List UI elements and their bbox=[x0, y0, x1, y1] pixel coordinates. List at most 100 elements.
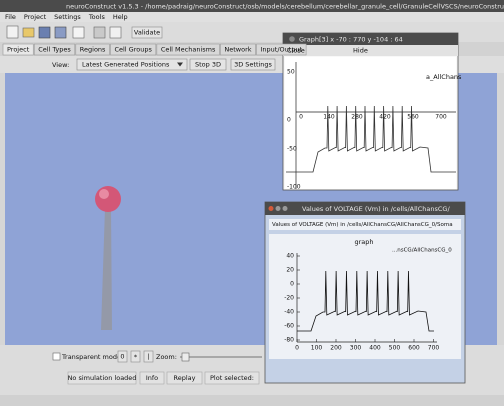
x-tick-label: 560 bbox=[407, 114, 419, 121]
bottom-button[interactable] bbox=[67, 371, 137, 385]
values-graph-title: graph bbox=[354, 238, 373, 246]
bar-label: | bbox=[147, 353, 149, 361]
tab-label: Network bbox=[224, 46, 251, 54]
x-tick-label: 420 bbox=[379, 114, 391, 121]
win-close[interactable] bbox=[268, 206, 274, 211]
menu-item[interactable]: Help bbox=[113, 13, 128, 21]
view-dropdown[interactable] bbox=[76, 58, 188, 71]
bottom-button-label: Info bbox=[146, 374, 158, 382]
spinner[interactable] bbox=[117, 350, 128, 363]
values-title: Values of VOLTAGE (Vm) in /cells/AllChan… bbox=[302, 205, 450, 213]
voltage-trace bbox=[297, 270, 434, 332]
x-tick-label: 100 bbox=[311, 345, 323, 352]
stop-3d-button[interactable] bbox=[189, 58, 227, 71]
x-tick-label: 700 bbox=[435, 114, 447, 121]
y-tick-label: 40 bbox=[286, 253, 294, 260]
x-tick-label: 0 bbox=[299, 114, 303, 121]
zoom-label: Zoom: bbox=[156, 353, 177, 361]
tab[interactable] bbox=[110, 43, 157, 56]
graph-title-bar bbox=[283, 33, 458, 45]
menu-item[interactable]: File bbox=[5, 13, 16, 21]
validate-label: Validate bbox=[134, 29, 160, 37]
bottom-button[interactable] bbox=[139, 371, 165, 385]
menu-item[interactable]: Project bbox=[24, 13, 47, 21]
bottom-button-label: No simulation loaded bbox=[68, 374, 137, 382]
tab-label: Cell Types bbox=[38, 46, 71, 54]
3d-settings-label: 3D Settings bbox=[234, 61, 272, 69]
star-label: * bbox=[134, 353, 138, 361]
y-tick-label: -60 bbox=[284, 323, 294, 330]
bottom-button[interactable] bbox=[204, 371, 260, 385]
y-tick-label: -20 bbox=[284, 295, 294, 302]
title-bar bbox=[0, 0, 504, 12]
toolbar-icons[interactable] bbox=[6, 25, 122, 39]
status-bar bbox=[0, 395, 504, 406]
graph-menu bbox=[283, 45, 458, 56]
tab-label: Cell Mechanisms bbox=[161, 46, 216, 54]
zoom-thumb[interactable] bbox=[181, 352, 190, 362]
bottom-button-label: Replay bbox=[174, 374, 196, 382]
tab[interactable] bbox=[2, 43, 34, 56]
star-button[interactable] bbox=[130, 350, 141, 363]
x-tick-label: 300 bbox=[350, 345, 362, 352]
stop-3d-label: Stop 3D bbox=[195, 61, 221, 69]
soma bbox=[95, 186, 121, 212]
graph-title: Graph[3] x -70 : 770 y -104 : 64 bbox=[299, 36, 403, 44]
tab[interactable] bbox=[33, 43, 76, 56]
x-tick-label: 400 bbox=[369, 345, 381, 352]
y-tick-label: -40 bbox=[284, 309, 294, 316]
bottom-button-label: Plot selected: bbox=[210, 374, 254, 382]
soma-highlight bbox=[99, 189, 109, 199]
validate-button[interactable] bbox=[131, 26, 163, 39]
spinner-value: 0 bbox=[120, 353, 124, 361]
graph-menu-item[interactable]: Hide bbox=[353, 47, 368, 55]
values-graph-panel bbox=[269, 234, 461, 359]
y-tick-label: -80 bbox=[284, 337, 294, 344]
dropdown-arrow bbox=[177, 62, 183, 67]
transparent-checkbox[interactable] bbox=[52, 352, 61, 361]
bar-button[interactable] bbox=[143, 350, 154, 363]
tab-label: Cell Groups bbox=[114, 46, 152, 54]
3d-settings-button[interactable] bbox=[230, 58, 276, 71]
window-title: neuroConstruct v1.5.3 - /home/padraig/ne… bbox=[66, 3, 504, 11]
voltage-trace bbox=[286, 105, 456, 173]
win-max[interactable] bbox=[282, 206, 288, 211]
tab[interactable] bbox=[75, 43, 110, 56]
tab-label: Input/Output bbox=[261, 46, 303, 54]
x-tick-label: 700 bbox=[428, 345, 440, 352]
values-title-bar bbox=[265, 202, 465, 215]
y-tick-label: -100 bbox=[287, 184, 301, 191]
values-legend: ...nsCG/AllChansCG_0 bbox=[392, 248, 452, 254]
tab-label: Regions bbox=[80, 46, 106, 54]
view-dropdown-text: Latest Generated Positions bbox=[82, 61, 170, 69]
x-tick-label: 200 bbox=[330, 345, 342, 352]
values-subtitle-panel bbox=[269, 219, 461, 230]
y-tick-label: 0 bbox=[287, 117, 291, 124]
x-tick-label: 0 bbox=[295, 345, 299, 352]
x-tick-label: 140 bbox=[323, 114, 335, 121]
win-min[interactable] bbox=[275, 206, 281, 211]
y-tick-label: -50 bbox=[287, 146, 297, 153]
menu-bar bbox=[0, 12, 504, 22]
y-tick-label: 0 bbox=[290, 281, 294, 288]
y-tick-label: 50 bbox=[287, 69, 295, 76]
menu-item[interactable]: Tools bbox=[88, 13, 106, 21]
close-dot[interactable] bbox=[289, 36, 295, 42]
menu-item[interactable]: Settings bbox=[54, 13, 81, 21]
graph-plot bbox=[285, 57, 456, 189]
transparent-label: Transparent mode bbox=[61, 353, 121, 361]
tab[interactable] bbox=[220, 43, 256, 56]
graph-menu-item[interactable]: Close bbox=[287, 47, 305, 55]
x-tick-label: 500 bbox=[389, 345, 401, 352]
bottom-button[interactable] bbox=[166, 371, 203, 385]
x-tick-label: 600 bbox=[408, 345, 420, 352]
x-tick-label: 280 bbox=[351, 114, 363, 121]
tab[interactable] bbox=[256, 43, 307, 56]
y-tick-label: 20 bbox=[286, 267, 294, 274]
tab-label: Project bbox=[7, 46, 30, 54]
view-label: View: bbox=[52, 61, 69, 69]
dendrite bbox=[101, 208, 112, 330]
tab[interactable] bbox=[156, 43, 220, 56]
values-subtitle: Values of VOLTAGE (Vm) in /cells/AllChan… bbox=[272, 222, 453, 228]
